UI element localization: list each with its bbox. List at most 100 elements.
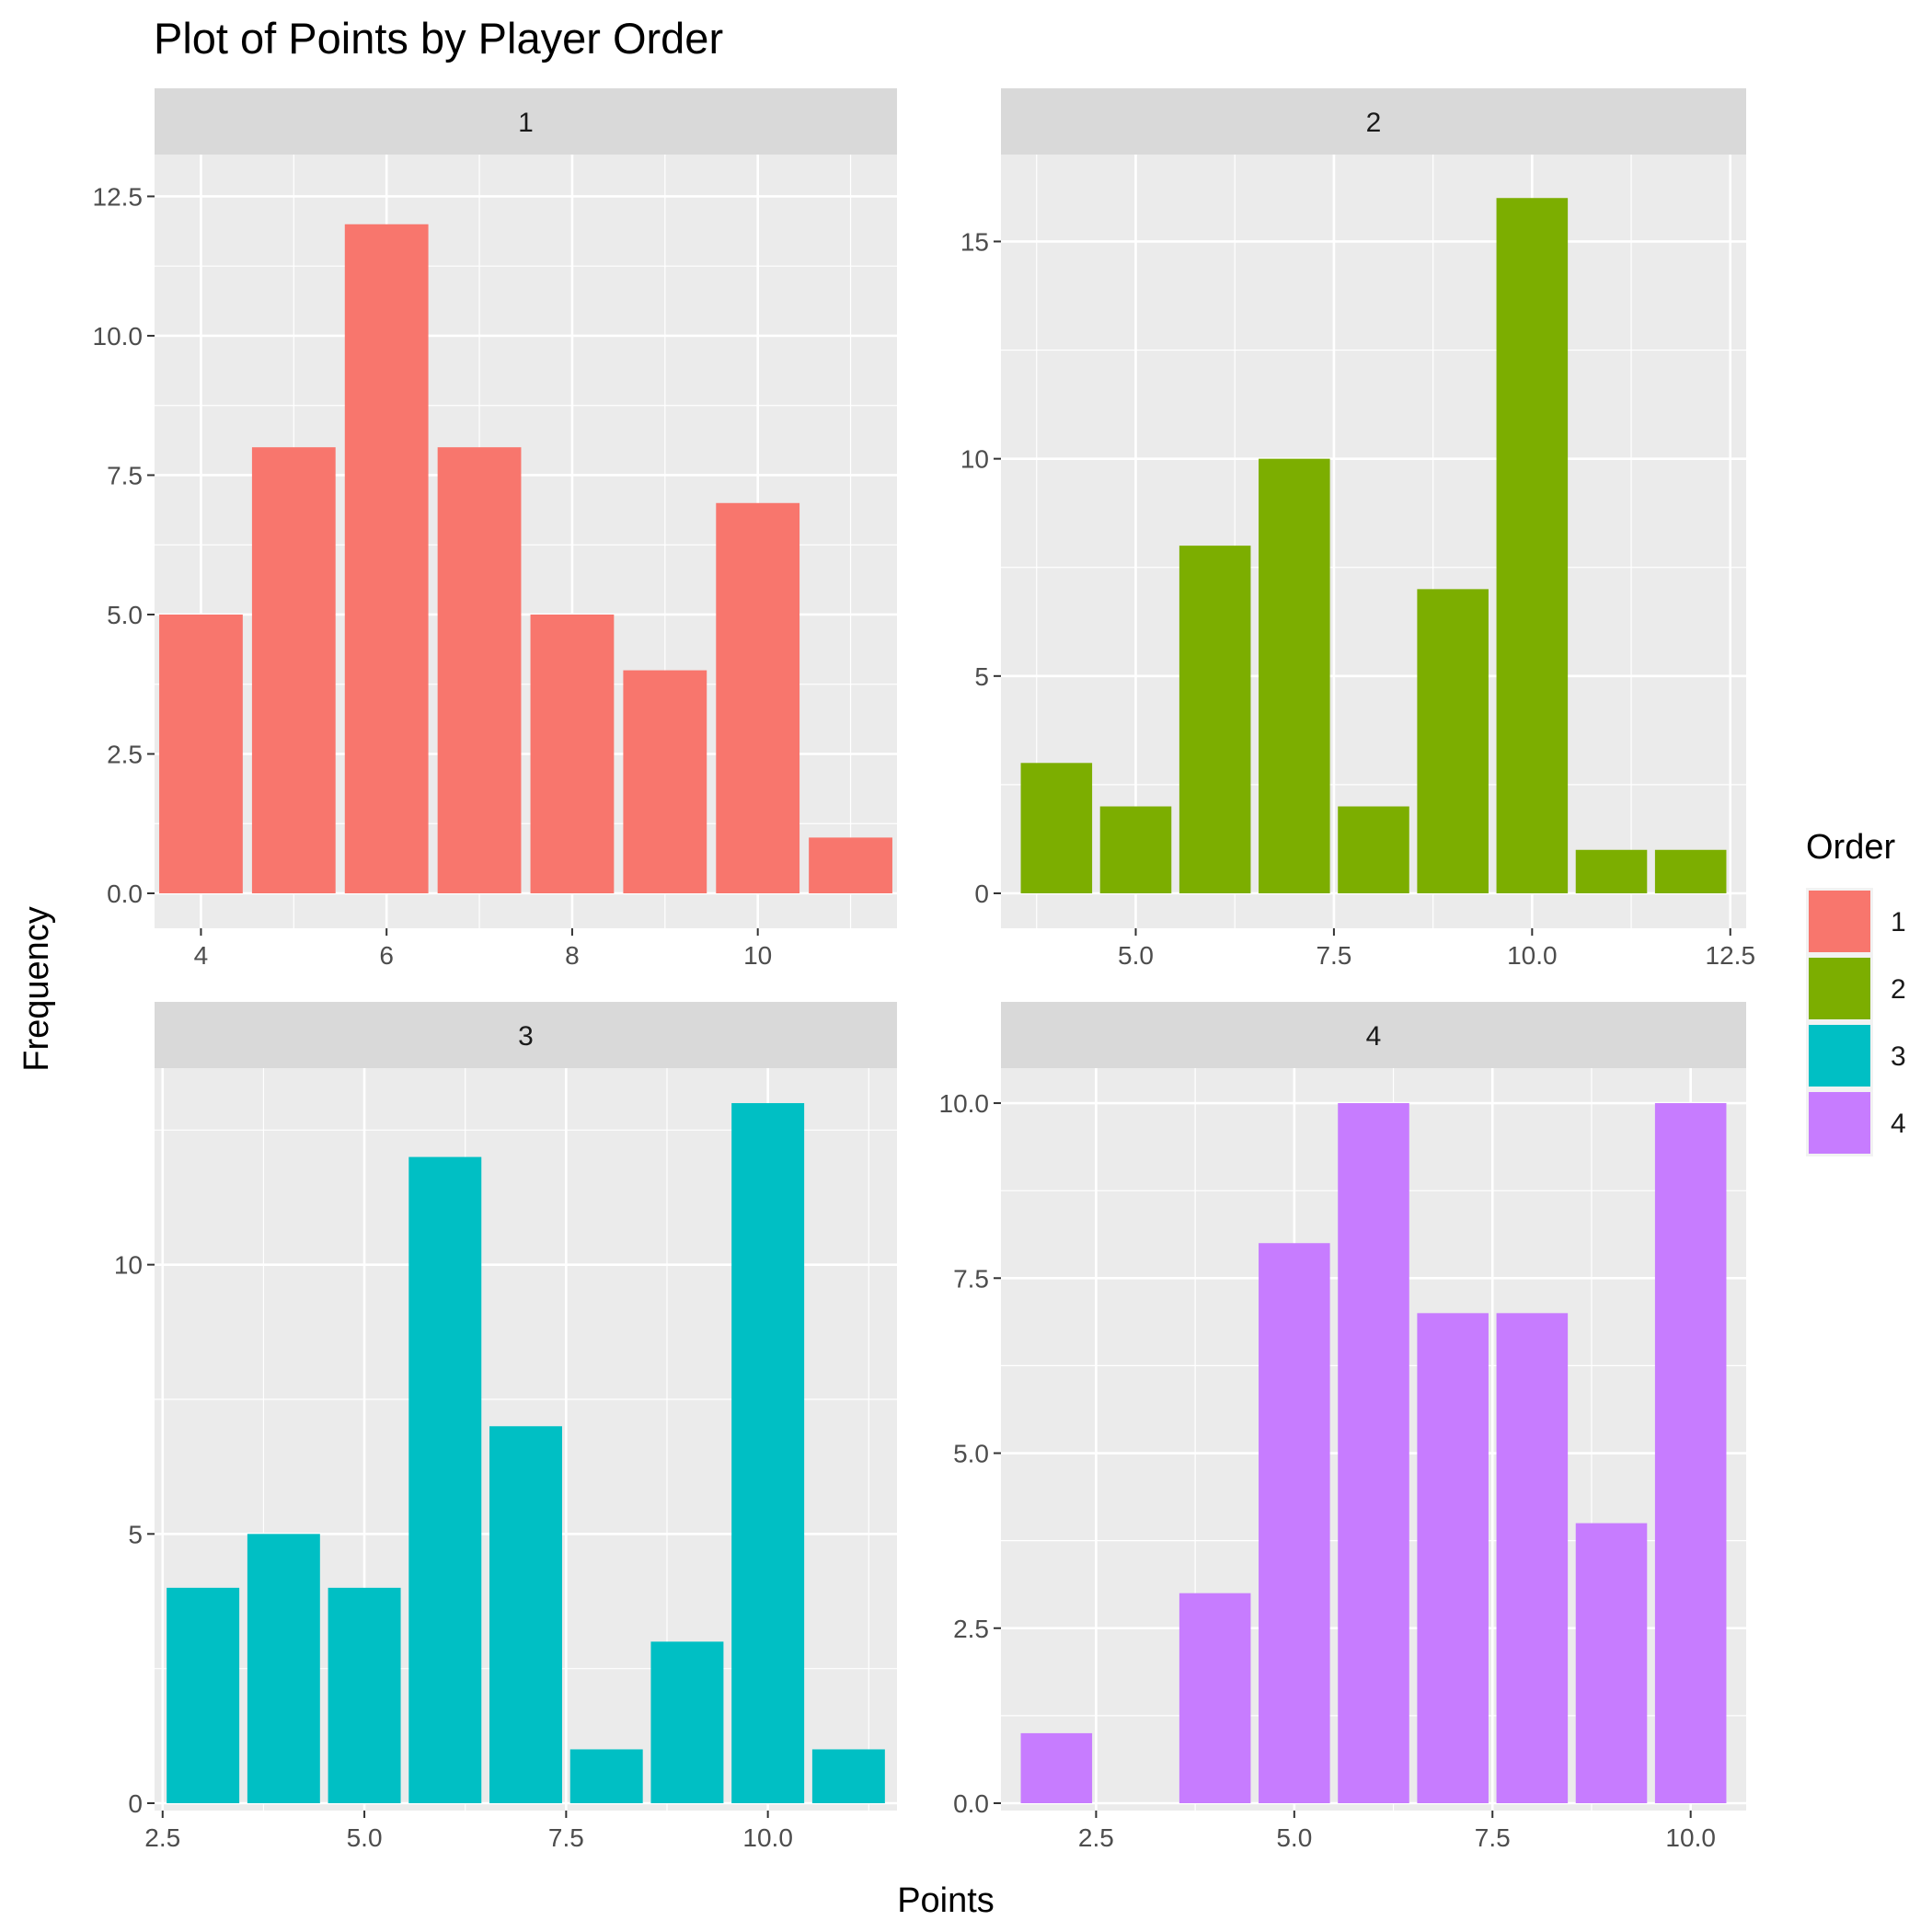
facet-panel-2: 2 0 5 10 15 5.0 7.5 10.0 12.5 bbox=[960, 88, 1755, 970]
bar bbox=[159, 614, 243, 893]
bar bbox=[1179, 546, 1251, 893]
y-tick-label: 0.0 bbox=[953, 1789, 989, 1818]
bar bbox=[1575, 1523, 1648, 1803]
x-tick-label: 7.5 bbox=[548, 1823, 584, 1852]
legend-item: 2 bbox=[1806, 955, 1906, 1022]
facet-panel-3: 3 0 5 10 2.5 5.0 7.5 10.0 bbox=[114, 1002, 897, 1852]
y-tick-label: 10.0 bbox=[939, 1089, 990, 1118]
y-tick-label: 10.0 bbox=[93, 322, 144, 351]
facet-strip-label: 3 bbox=[518, 1021, 534, 1052]
facet-strip-label: 4 bbox=[1366, 1021, 1382, 1052]
bar bbox=[328, 1587, 401, 1803]
bar bbox=[650, 1641, 724, 1803]
bar bbox=[1020, 763, 1093, 893]
facet-strip-label: 2 bbox=[1366, 108, 1382, 138]
y-axis-title: Frequency bbox=[17, 906, 56, 1072]
bar bbox=[1496, 1313, 1569, 1803]
x-tick-label: 2.5 bbox=[144, 1823, 180, 1852]
bar bbox=[167, 1587, 240, 1803]
bar bbox=[811, 1749, 885, 1803]
legend-title: Order bbox=[1806, 828, 1895, 867]
bar bbox=[809, 837, 892, 893]
legend-item: 1 bbox=[1806, 888, 1906, 955]
legend: Order 1 2 3 4 bbox=[1806, 828, 1906, 1156]
x-tick-label: 10.0 bbox=[742, 1823, 793, 1852]
legend-swatch bbox=[1809, 958, 1870, 1019]
y-tick-label: 0 bbox=[974, 880, 989, 908]
x-axis-title: Points bbox=[897, 1881, 995, 1920]
y-tick-label: 2.5 bbox=[107, 740, 143, 768]
legend-swatch bbox=[1809, 1025, 1870, 1087]
legend-label: 3 bbox=[1891, 1041, 1906, 1072]
bar bbox=[1338, 1103, 1409, 1803]
bar bbox=[437, 447, 522, 893]
y-tick-label: 10 bbox=[960, 445, 989, 474]
y-tick-label: 5 bbox=[974, 662, 989, 691]
bar bbox=[569, 1749, 643, 1803]
legend-label: 4 bbox=[1891, 1109, 1906, 1139]
bar bbox=[1417, 1313, 1489, 1803]
x-tick-label: 12.5 bbox=[1706, 941, 1756, 970]
bar bbox=[1575, 849, 1648, 893]
bar bbox=[251, 447, 336, 893]
bar bbox=[1654, 849, 1727, 893]
bar bbox=[1259, 458, 1330, 893]
bar bbox=[1417, 589, 1489, 893]
y-tick-label: 5 bbox=[128, 1520, 143, 1548]
x-tick-label: 10.0 bbox=[1507, 941, 1558, 970]
legend-item: 4 bbox=[1806, 1089, 1906, 1156]
legend-item: 3 bbox=[1806, 1022, 1906, 1089]
y-tick-label: 5.0 bbox=[953, 1440, 989, 1468]
bar bbox=[1259, 1243, 1330, 1803]
bar bbox=[1496, 198, 1569, 893]
y-tick-label: 2.5 bbox=[953, 1615, 989, 1643]
bar bbox=[1654, 1103, 1727, 1803]
y-tick-label: 12.5 bbox=[93, 182, 144, 211]
y-tick-label: 5.0 bbox=[107, 601, 143, 629]
facet-strip bbox=[155, 1002, 897, 1068]
bar bbox=[408, 1156, 482, 1803]
bar bbox=[623, 670, 707, 893]
bar bbox=[716, 502, 800, 893]
y-tick-label: 7.5 bbox=[107, 461, 143, 489]
facet-strip bbox=[1001, 1002, 1746, 1068]
panel-background bbox=[1001, 155, 1746, 928]
x-tick-label: 5.0 bbox=[1276, 1823, 1312, 1852]
facet-strip bbox=[155, 88, 897, 155]
x-tick-label: 5.0 bbox=[1118, 941, 1154, 970]
legend-swatch bbox=[1809, 1092, 1870, 1154]
x-tick-label: 7.5 bbox=[1475, 1823, 1511, 1852]
x-tick-label: 10 bbox=[743, 941, 772, 970]
facet-panel-1: 10.02.55.07.510.012.54 6 8 10 bbox=[93, 88, 897, 970]
x-tick-label: 10.0 bbox=[1665, 1823, 1716, 1852]
x-tick-label: 8 bbox=[565, 941, 580, 970]
bar bbox=[1179, 1593, 1251, 1803]
facet-panel-4: 4 0.0 2.5 5.0 7.5 10.0 2.5 5.0 7.5 10.0 bbox=[939, 1002, 1746, 1852]
bar bbox=[247, 1534, 320, 1803]
x-tick-label: 5.0 bbox=[347, 1823, 383, 1852]
legend-items: 1 2 3 4 bbox=[1806, 888, 1906, 1156]
y-tick-label: 0 bbox=[128, 1789, 143, 1818]
bar bbox=[731, 1103, 805, 1803]
legend-swatch bbox=[1809, 891, 1870, 952]
y-tick-label: 15 bbox=[960, 227, 989, 256]
y-tick-label: 10 bbox=[114, 1251, 143, 1280]
bar bbox=[1099, 806, 1172, 893]
bar bbox=[489, 1426, 562, 1803]
facet-strip bbox=[1001, 88, 1746, 155]
facet-strip-label: 1 bbox=[518, 108, 534, 138]
y-tick-label: 0.0 bbox=[107, 880, 143, 908]
x-tick-label: 6 bbox=[379, 941, 394, 970]
bar bbox=[1338, 806, 1409, 893]
x-tick-label: 2.5 bbox=[1078, 1823, 1114, 1852]
bar bbox=[530, 614, 615, 893]
legend-label: 2 bbox=[1891, 974, 1906, 1005]
legend-label: 1 bbox=[1891, 907, 1906, 937]
bar bbox=[344, 224, 429, 894]
bar bbox=[1020, 1732, 1093, 1803]
y-tick-label: 7.5 bbox=[953, 1264, 989, 1293]
x-tick-label: 7.5 bbox=[1316, 941, 1351, 970]
x-tick-label: 4 bbox=[194, 941, 209, 970]
